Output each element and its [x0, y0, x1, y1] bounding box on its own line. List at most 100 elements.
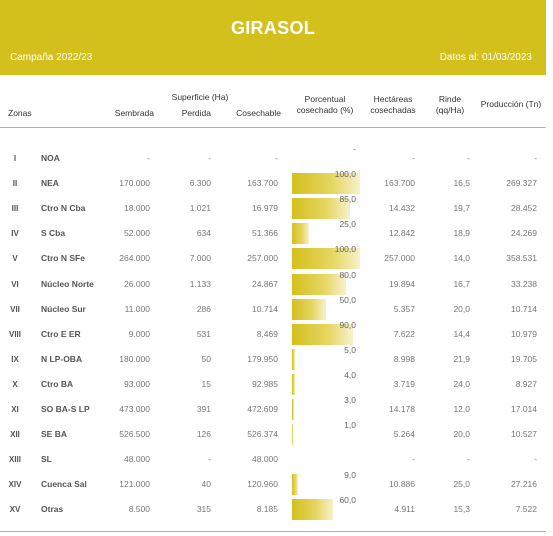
sembrada-cell: 18.000: [124, 203, 150, 214]
sembrada-cell: 11.000: [124, 303, 150, 314]
sembrada-cell: 48.000: [124, 454, 150, 465]
harvest-percent-bar: [292, 273, 347, 295]
header-porcentual: Porcentual cosechado (%): [290, 94, 360, 116]
header-sembrada: Sembrada: [114, 108, 154, 118]
harvest-percent-bar: [292, 298, 326, 320]
harvest-percent-label: 50,0: [339, 294, 356, 305]
header-hectareas-line1: Hectáreas: [373, 94, 413, 104]
zone-name: Otras: [41, 504, 64, 515]
zone-name: Núcleo Norte: [41, 278, 94, 289]
hectareas-cell: 10.886: [389, 479, 415, 490]
sembrada-cell: 52.000: [124, 228, 150, 239]
hectareas-cell: -: [412, 153, 415, 163]
campaign-label: Campaña 2022/23: [10, 52, 93, 63]
produccion-cell: 24.269: [511, 228, 537, 239]
zone-number: XV: [9, 505, 21, 515]
perdida-cell: 15: [201, 378, 211, 389]
zone-name: Ctro N Cba: [41, 203, 86, 214]
header-porcentual-line1: Porcentual: [304, 94, 346, 104]
cosechable-cell: 472.609: [247, 404, 278, 414]
sembrada-cell: 526.500: [119, 429, 150, 440]
harvest-percent-bar-area: 9,0: [292, 470, 360, 496]
rinde-cell: 16,7: [453, 278, 470, 289]
produccion-cell: -: [534, 454, 537, 465]
harvest-percent-bar: [292, 323, 354, 345]
rinde-cell: 14,0: [453, 253, 470, 264]
header-rinde-line1: Rinde: [438, 94, 462, 104]
harvest-percent-bar-area: 1,0: [292, 420, 360, 446]
zone-number: VIII: [8, 329, 21, 339]
harvest-percent-label: 3,0: [344, 395, 356, 405]
header-hectareas: Hectáreas cosechadas: [363, 94, 423, 116]
produccion-cell: 358.531: [506, 253, 537, 264]
zone-number: III: [11, 204, 19, 214]
perdida-cell: -: [208, 454, 211, 465]
zone-number: XII: [10, 430, 20, 440]
sembrada-cell: 170.000: [119, 178, 150, 189]
table-row: V Ctro N SFe 264.000 7.000 257.000 257.000 14,…: [0, 244, 546, 271]
hectareas-cell: -: [412, 454, 415, 465]
produccion-cell: 10.714: [511, 303, 537, 314]
produccion-cell: 10.527: [511, 429, 537, 440]
zone-number: VI: [11, 279, 19, 289]
zone-name: NEA: [41, 178, 59, 189]
harvest-percent-bar-area: 4,0: [292, 370, 360, 395]
zone-name: Ctro BA: [41, 378, 74, 389]
produccion-cell: -: [534, 153, 537, 163]
rinde-cell: 19,7: [453, 203, 470, 214]
zone-number: XI: [11, 405, 19, 414]
hectareas-cell: 4.911: [394, 504, 415, 515]
produccion-cell: 27.216: [511, 479, 537, 490]
perdida-cell: 50: [201, 353, 211, 364]
produccion-cell: 19.705: [511, 353, 537, 364]
perdida-cell: 126: [196, 429, 211, 440]
data-date-label: Datos al: 01/03/2023: [439, 52, 532, 63]
header-hectareas-line2: cosechadas: [370, 105, 416, 115]
harvest-percent-bar-area: 25,0: [292, 219, 360, 245]
hectareas-cell: 12.842: [389, 228, 415, 239]
harvest-percent-bar: [292, 474, 299, 496]
page-title: GIRASOL: [230, 18, 316, 38]
zone-number: V: [12, 254, 18, 264]
zone-number: VII: [10, 304, 20, 314]
table-row: IX N LP-OBA 180.000 50 179.950 8.998 21,9 19.70…: [0, 345, 546, 372]
rinde-cell: 24,0: [453, 378, 470, 389]
cosechable-cell: 257.000: [247, 253, 278, 264]
harvest-percent-bar-area: 80,0: [292, 270, 360, 295]
harvest-percent-label: 60,0: [339, 495, 356, 506]
hectareas-cell: 19.894: [389, 278, 415, 289]
sembrada-cell: 26.000: [124, 278, 150, 289]
sembrada-cell: -: [147, 153, 150, 163]
header-porcentual-line2: cosechado (%): [296, 105, 354, 115]
zone-name: SE BA: [41, 429, 67, 440]
harvest-percent-bar: [292, 499, 333, 521]
hectareas-cell: 14.432: [389, 203, 415, 214]
sembrada-cell: 264.000: [119, 253, 150, 264]
header-rinde: Rinde (qq/Ha): [428, 94, 472, 116]
harvest-percent-bar-area: 100,0: [292, 244, 360, 270]
cosechable-cell: 10.714: [252, 303, 278, 314]
zone-number: XIV: [8, 480, 22, 490]
perdida-cell: 286: [196, 303, 211, 314]
hectareas-cell: 14.178: [389, 404, 415, 414]
produccion-cell: 33.238: [511, 278, 537, 289]
table-row: VI Núcleo Norte 26.000 1.133 24.867 19.894 16,…: [0, 270, 546, 297]
table-row: XI SO BA-S LP 473.000 391 472.609 14.178 12,0 1…: [0, 395, 546, 422]
perdida-cell: 1.021: [189, 203, 211, 214]
harvest-percent-bar-area: [292, 449, 360, 470]
sembrada-cell: 121.000: [119, 479, 150, 490]
zone-name: SO BA-S LP: [41, 404, 90, 414]
cosechable-cell: -: [275, 153, 278, 163]
perdida-cell: 6.300: [189, 178, 211, 189]
harvest-percent-bar-area: 5,0: [292, 345, 360, 370]
perdida-cell: 315: [196, 504, 211, 515]
cosechable-cell: 16.979: [252, 203, 278, 214]
table-row: XII SE BA 526.500 126 526.374 5.264 20,0 10.527…: [0, 420, 546, 447]
harvest-percent-bar: [292, 373, 295, 395]
sembrada-cell: 473.000: [119, 404, 150, 414]
perdida-cell: 7.000: [189, 253, 211, 264]
rinde-cell: 15,3: [453, 504, 470, 515]
cosechable-cell: 8.469: [256, 328, 278, 339]
zone-name: Ctro E ER: [41, 328, 81, 339]
rinde-cell: 21,9: [453, 353, 470, 364]
